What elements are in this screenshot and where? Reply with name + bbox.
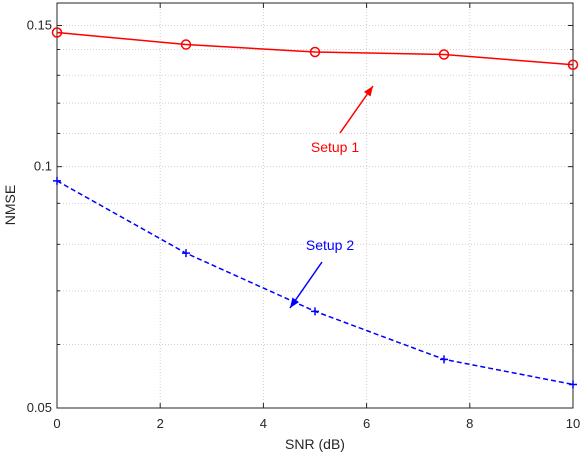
x-tick-label: 10 <box>566 416 580 431</box>
grid <box>57 3 573 408</box>
x-axis-label: SNR (dB) <box>285 436 345 452</box>
series-2-annotation: Setup 2 <box>306 237 354 253</box>
series-1-line <box>56 31 574 66</box>
series-1-point <box>438 49 450 60</box>
x-tick-label: 6 <box>363 416 370 431</box>
series-2-point <box>53 176 61 185</box>
x-tick-label: 2 <box>157 416 164 431</box>
series-1-point <box>51 27 63 38</box>
axis-ticks: 0 2 4 6 8 10 0.05 0.1 0.15 <box>27 3 580 431</box>
series-2-point <box>440 355 448 364</box>
series-1-point <box>309 46 321 58</box>
y-tick-label: 0.1 <box>34 159 52 174</box>
series-2-arrowhead <box>290 297 299 308</box>
y-tick-label: 0.15 <box>27 17 52 32</box>
x-tick-label: 8 <box>466 416 473 431</box>
series-2-line <box>56 180 574 386</box>
series-2-point <box>182 249 190 258</box>
series-1-point <box>180 39 192 50</box>
series-2-point <box>311 307 319 316</box>
annotations-layer: Setup 1 Setup 2 <box>289 85 374 309</box>
series-layer <box>51 27 579 389</box>
plot-frame <box>56 2 574 409</box>
series-2-point <box>569 380 577 389</box>
x-tick-label: 0 <box>53 416 60 431</box>
y-axis-label: NMSE <box>2 185 18 225</box>
y-tick-label: 0.05 <box>27 400 52 415</box>
series-1-annotation: Setup 1 <box>311 139 359 155</box>
series-1-arrowhead <box>363 86 373 97</box>
x-tick-label: 4 <box>260 416 267 431</box>
series-1-point <box>567 59 579 70</box>
